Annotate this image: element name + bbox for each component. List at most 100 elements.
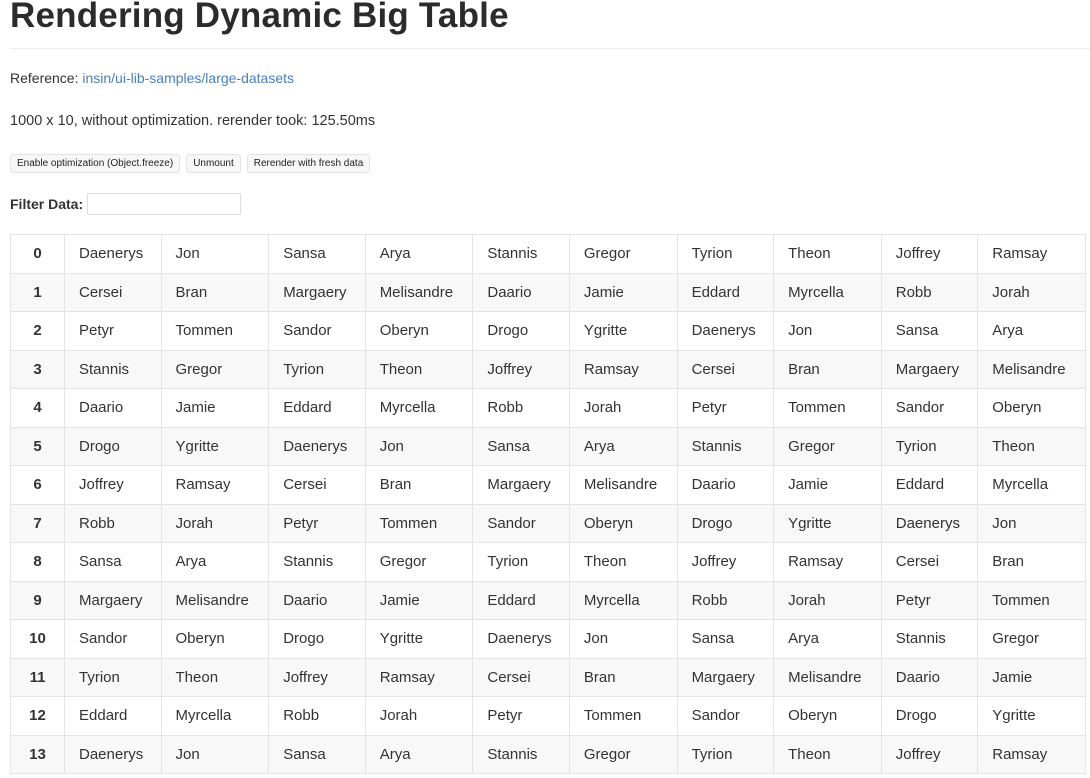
table-cell: Jorah bbox=[773, 580, 882, 620]
table-row: 12 Eddard Myrcella Robb Jorah Petyr Tommen Sand… bbox=[10, 696, 1086, 736]
table-cell: Arya bbox=[364, 734, 474, 774]
table-cell: Robb bbox=[472, 388, 570, 428]
table-cell: Daenerys bbox=[268, 426, 366, 466]
table-row: 4 Daario Jamie Eddard Myrcella Robb Jorah Petyr… bbox=[10, 388, 1086, 428]
table-row: 3 Stannis Gregor Tyrion Theon Joffrey Ramsay Ce… bbox=[10, 349, 1086, 389]
table-cell: Daenerys bbox=[64, 234, 162, 274]
table-cell: Myrcella bbox=[977, 465, 1086, 505]
row-index: 1 bbox=[10, 272, 65, 312]
table-cell: Melisandre bbox=[977, 349, 1086, 389]
table-cell: Sansa bbox=[64, 542, 162, 582]
table-cell: Arya bbox=[568, 426, 678, 466]
unmount-button[interactable]: Unmount bbox=[186, 154, 241, 173]
reference-link[interactable]: insin/ui-lib-samples/large-datasets bbox=[82, 70, 295, 86]
page-title: Rendering Dynamic Big Table bbox=[10, 0, 509, 35]
row-index: 3 bbox=[10, 349, 65, 389]
table-cell: Margaery bbox=[472, 465, 570, 505]
table-cell: Tommen bbox=[568, 696, 678, 736]
table-cell: Tyrion bbox=[676, 734, 775, 774]
divider bbox=[10, 48, 1090, 49]
row-index: 4 bbox=[10, 388, 65, 428]
table-cell: Jon bbox=[364, 426, 474, 466]
table-cell: Sandor bbox=[880, 388, 979, 428]
table-cell: Stannis bbox=[472, 734, 570, 774]
table-cell: Petyr bbox=[64, 311, 162, 351]
table-cell: Arya bbox=[160, 542, 270, 582]
table-cell: Daenerys bbox=[676, 311, 775, 351]
table-cell: Jon bbox=[160, 234, 270, 274]
table-cell: Jamie bbox=[773, 465, 882, 505]
table-cell: Stannis bbox=[64, 349, 162, 389]
table-cell: Petyr bbox=[268, 503, 366, 543]
table-cell: Jon bbox=[160, 734, 270, 774]
table-cell: Stannis bbox=[676, 426, 775, 466]
row-index: 2 bbox=[10, 311, 65, 351]
filter-label: Filter Data bbox=[10, 196, 79, 212]
table-cell: Drogo bbox=[472, 311, 570, 351]
row-index: 11 bbox=[10, 657, 65, 697]
table-cell: Robb bbox=[880, 272, 979, 312]
table-cell: Sandor bbox=[268, 311, 366, 351]
table-cell: Cersei bbox=[676, 349, 775, 389]
table-cell: Ramsay bbox=[773, 542, 882, 582]
table-cell: Tyrion bbox=[676, 234, 775, 274]
table-cell: Stannis bbox=[472, 234, 570, 274]
table-cell: Theon bbox=[364, 349, 474, 389]
table-cell: Tommen bbox=[773, 388, 882, 428]
table-cell: Jorah bbox=[977, 272, 1086, 312]
table-cell: Joffrey bbox=[880, 734, 979, 774]
table-cell: Arya bbox=[773, 619, 882, 659]
table-cell: Cersei bbox=[472, 657, 570, 697]
table-cell: Tommen bbox=[160, 311, 270, 351]
table-cell: Joffrey bbox=[676, 542, 775, 582]
table-cell: Oberyn bbox=[977, 388, 1086, 428]
table-cell: Theon bbox=[773, 734, 882, 774]
table-cell: Daario bbox=[676, 465, 775, 505]
toolbar: Enable optimization (Object.freeze) Unmo… bbox=[10, 154, 371, 173]
row-index: 12 bbox=[10, 696, 65, 736]
table-cell: Jon bbox=[773, 311, 882, 351]
table-cell: Sansa bbox=[880, 311, 979, 351]
table-cell: Margaery bbox=[268, 272, 366, 312]
table-cell: Petyr bbox=[472, 696, 570, 736]
table-cell: Theon bbox=[568, 542, 678, 582]
table-cell: Ramsay bbox=[977, 734, 1086, 774]
table-cell: Cersei bbox=[64, 272, 162, 312]
reference-label: Reference: bbox=[10, 70, 79, 86]
table-cell: Daenerys bbox=[64, 734, 162, 774]
table-cell: Eddard bbox=[64, 696, 162, 736]
table-cell: Melisandre bbox=[568, 465, 678, 505]
table-cell: Ygritte bbox=[364, 619, 474, 659]
table-cell: Daenerys bbox=[880, 503, 979, 543]
table-cell: Bran bbox=[977, 542, 1086, 582]
table-cell: Bran bbox=[364, 465, 474, 505]
table-cell: Oberyn bbox=[364, 311, 474, 351]
table-cell: Tommen bbox=[977, 580, 1086, 620]
table-cell: Eddard bbox=[880, 465, 979, 505]
table-cell: Sansa bbox=[676, 619, 775, 659]
row-index: 9 bbox=[10, 580, 65, 620]
table-cell: Robb bbox=[64, 503, 162, 543]
table-cell: Ygritte bbox=[160, 426, 270, 466]
enable-optimization-button[interactable]: Enable optimization (Object.freeze) bbox=[10, 154, 181, 173]
row-index: 8 bbox=[10, 542, 65, 582]
row-index: 6 bbox=[10, 465, 65, 505]
table-cell: Joffrey bbox=[880, 234, 979, 274]
table-cell: Theon bbox=[977, 426, 1086, 466]
table-cell: Tommen bbox=[364, 503, 474, 543]
filter-input[interactable] bbox=[87, 193, 242, 215]
row-index: 13 bbox=[10, 734, 65, 774]
table-cell: Robb bbox=[268, 696, 366, 736]
table-cell: Ygritte bbox=[773, 503, 882, 543]
table-row: 11 Tyrion Theon Joffrey Ramsay Cersei Bran Marg… bbox=[10, 657, 1086, 697]
rerender-button[interactable]: Rerender with fresh data bbox=[246, 154, 371, 173]
table-cell: Daario bbox=[472, 272, 570, 312]
table-cell: Oberyn bbox=[568, 503, 678, 543]
table-cell: Sandor bbox=[64, 619, 162, 659]
table-cell: Gregor bbox=[773, 426, 882, 466]
table-cell: Gregor bbox=[568, 234, 678, 274]
table-cell: Jorah bbox=[160, 503, 270, 543]
table-cell: Melisandre bbox=[364, 272, 474, 312]
table-cell: Drogo bbox=[268, 619, 366, 659]
row-index: 7 bbox=[10, 503, 65, 543]
